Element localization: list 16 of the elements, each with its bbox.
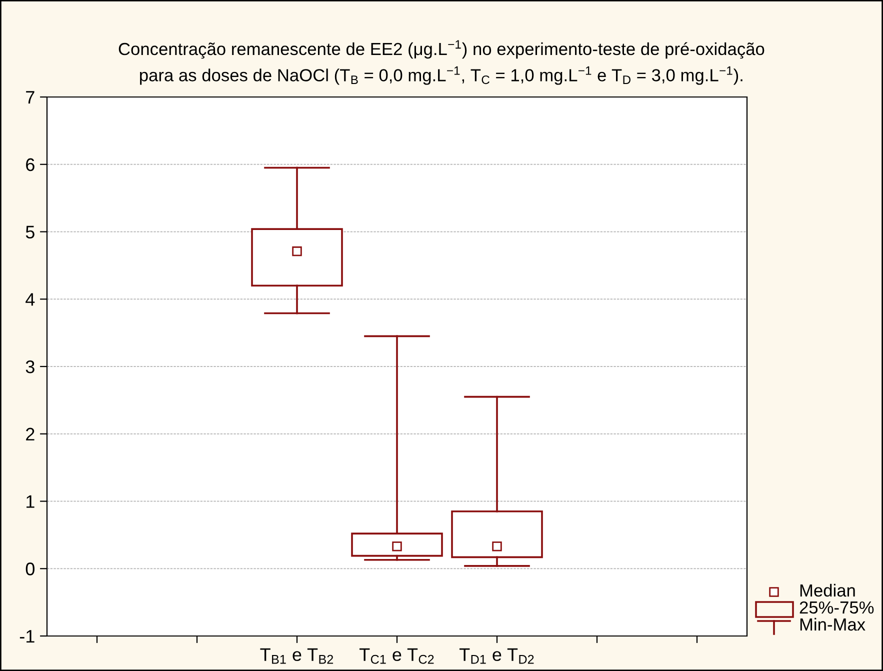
- text: Min-Max: [800, 618, 866, 631]
- y-tick-label: 5: [26, 226, 34, 238]
- y-tick-label: -1: [20, 630, 34, 643]
- x-tick-label: T$_{D1}$ e T$_{D2}$: [459, 648, 534, 664]
- x-tick-label: T$_{C1}$ e T$_{C2}$: [359, 648, 434, 664]
- text: 25%-75%: [800, 601, 874, 614]
- text: Median: [800, 584, 855, 597]
- y-tick-label: 2: [26, 428, 34, 440]
- y-tick-label: 3: [26, 360, 34, 374]
- chart-title: Concentração remanescente de EE2 (μg.L$^{−1}$) no experimento-teste de pré-oxidação para as doses de NaOCl (T$_{B}$ = 0,0 mg.L$^{−1}$, T$_{C}$ = 1,0 mg.L$^{−1}$ e T$_{D}$ = 3,0 mg.L$^{−1}$).: [118, 40, 764, 85]
- y-tick-label: 4: [26, 293, 35, 306]
- x-tick-label: T$_{B1}$ e T$_{B2}$: [260, 648, 334, 664]
- y-tick-label: 1: [26, 495, 34, 508]
- y-tick-label: 7: [26, 91, 34, 104]
- y-tick-label: 6: [26, 158, 34, 172]
- y-tick-label: 0: [26, 562, 34, 576]
